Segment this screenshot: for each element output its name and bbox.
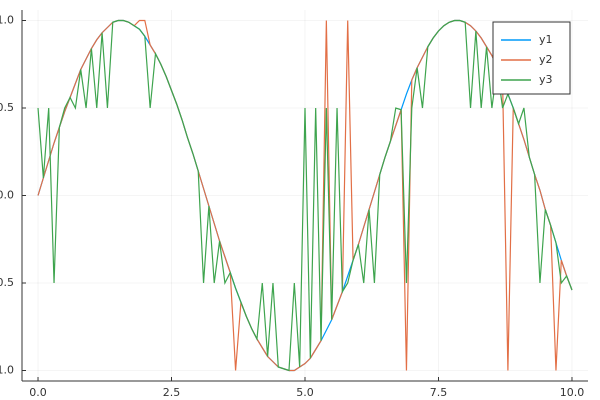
x-tick-label: 7.5 xyxy=(430,386,448,399)
legend-label: y3 xyxy=(539,73,553,86)
x-tick-label: 5.0 xyxy=(296,386,314,399)
series-line xyxy=(37,19,573,372)
y-tick-label: -1.0 xyxy=(0,364,14,377)
legend-box xyxy=(492,21,571,95)
x-tick-label: 0.0 xyxy=(29,386,47,399)
y-tick-label: 1.0 xyxy=(0,14,14,27)
grid xyxy=(22,10,588,381)
legend-label: y1 xyxy=(539,33,553,46)
y-tick-label: -0.5 xyxy=(0,276,14,289)
legend: y1 y2 y3 xyxy=(492,21,571,95)
y-tick-label: 0.0 xyxy=(0,189,14,202)
x-tick-label: 2.5 xyxy=(163,386,181,399)
x-tick-label: 10.0 xyxy=(560,386,585,399)
axes: 0.0 2.5 5.0 7.5 10.0 -1.0 -0.5 0.0 0.5 1.0 xyxy=(0,10,588,399)
y-tick-label: 0.5 xyxy=(0,101,14,114)
plot-lines xyxy=(37,19,573,372)
legend-label: y2 xyxy=(539,53,553,66)
